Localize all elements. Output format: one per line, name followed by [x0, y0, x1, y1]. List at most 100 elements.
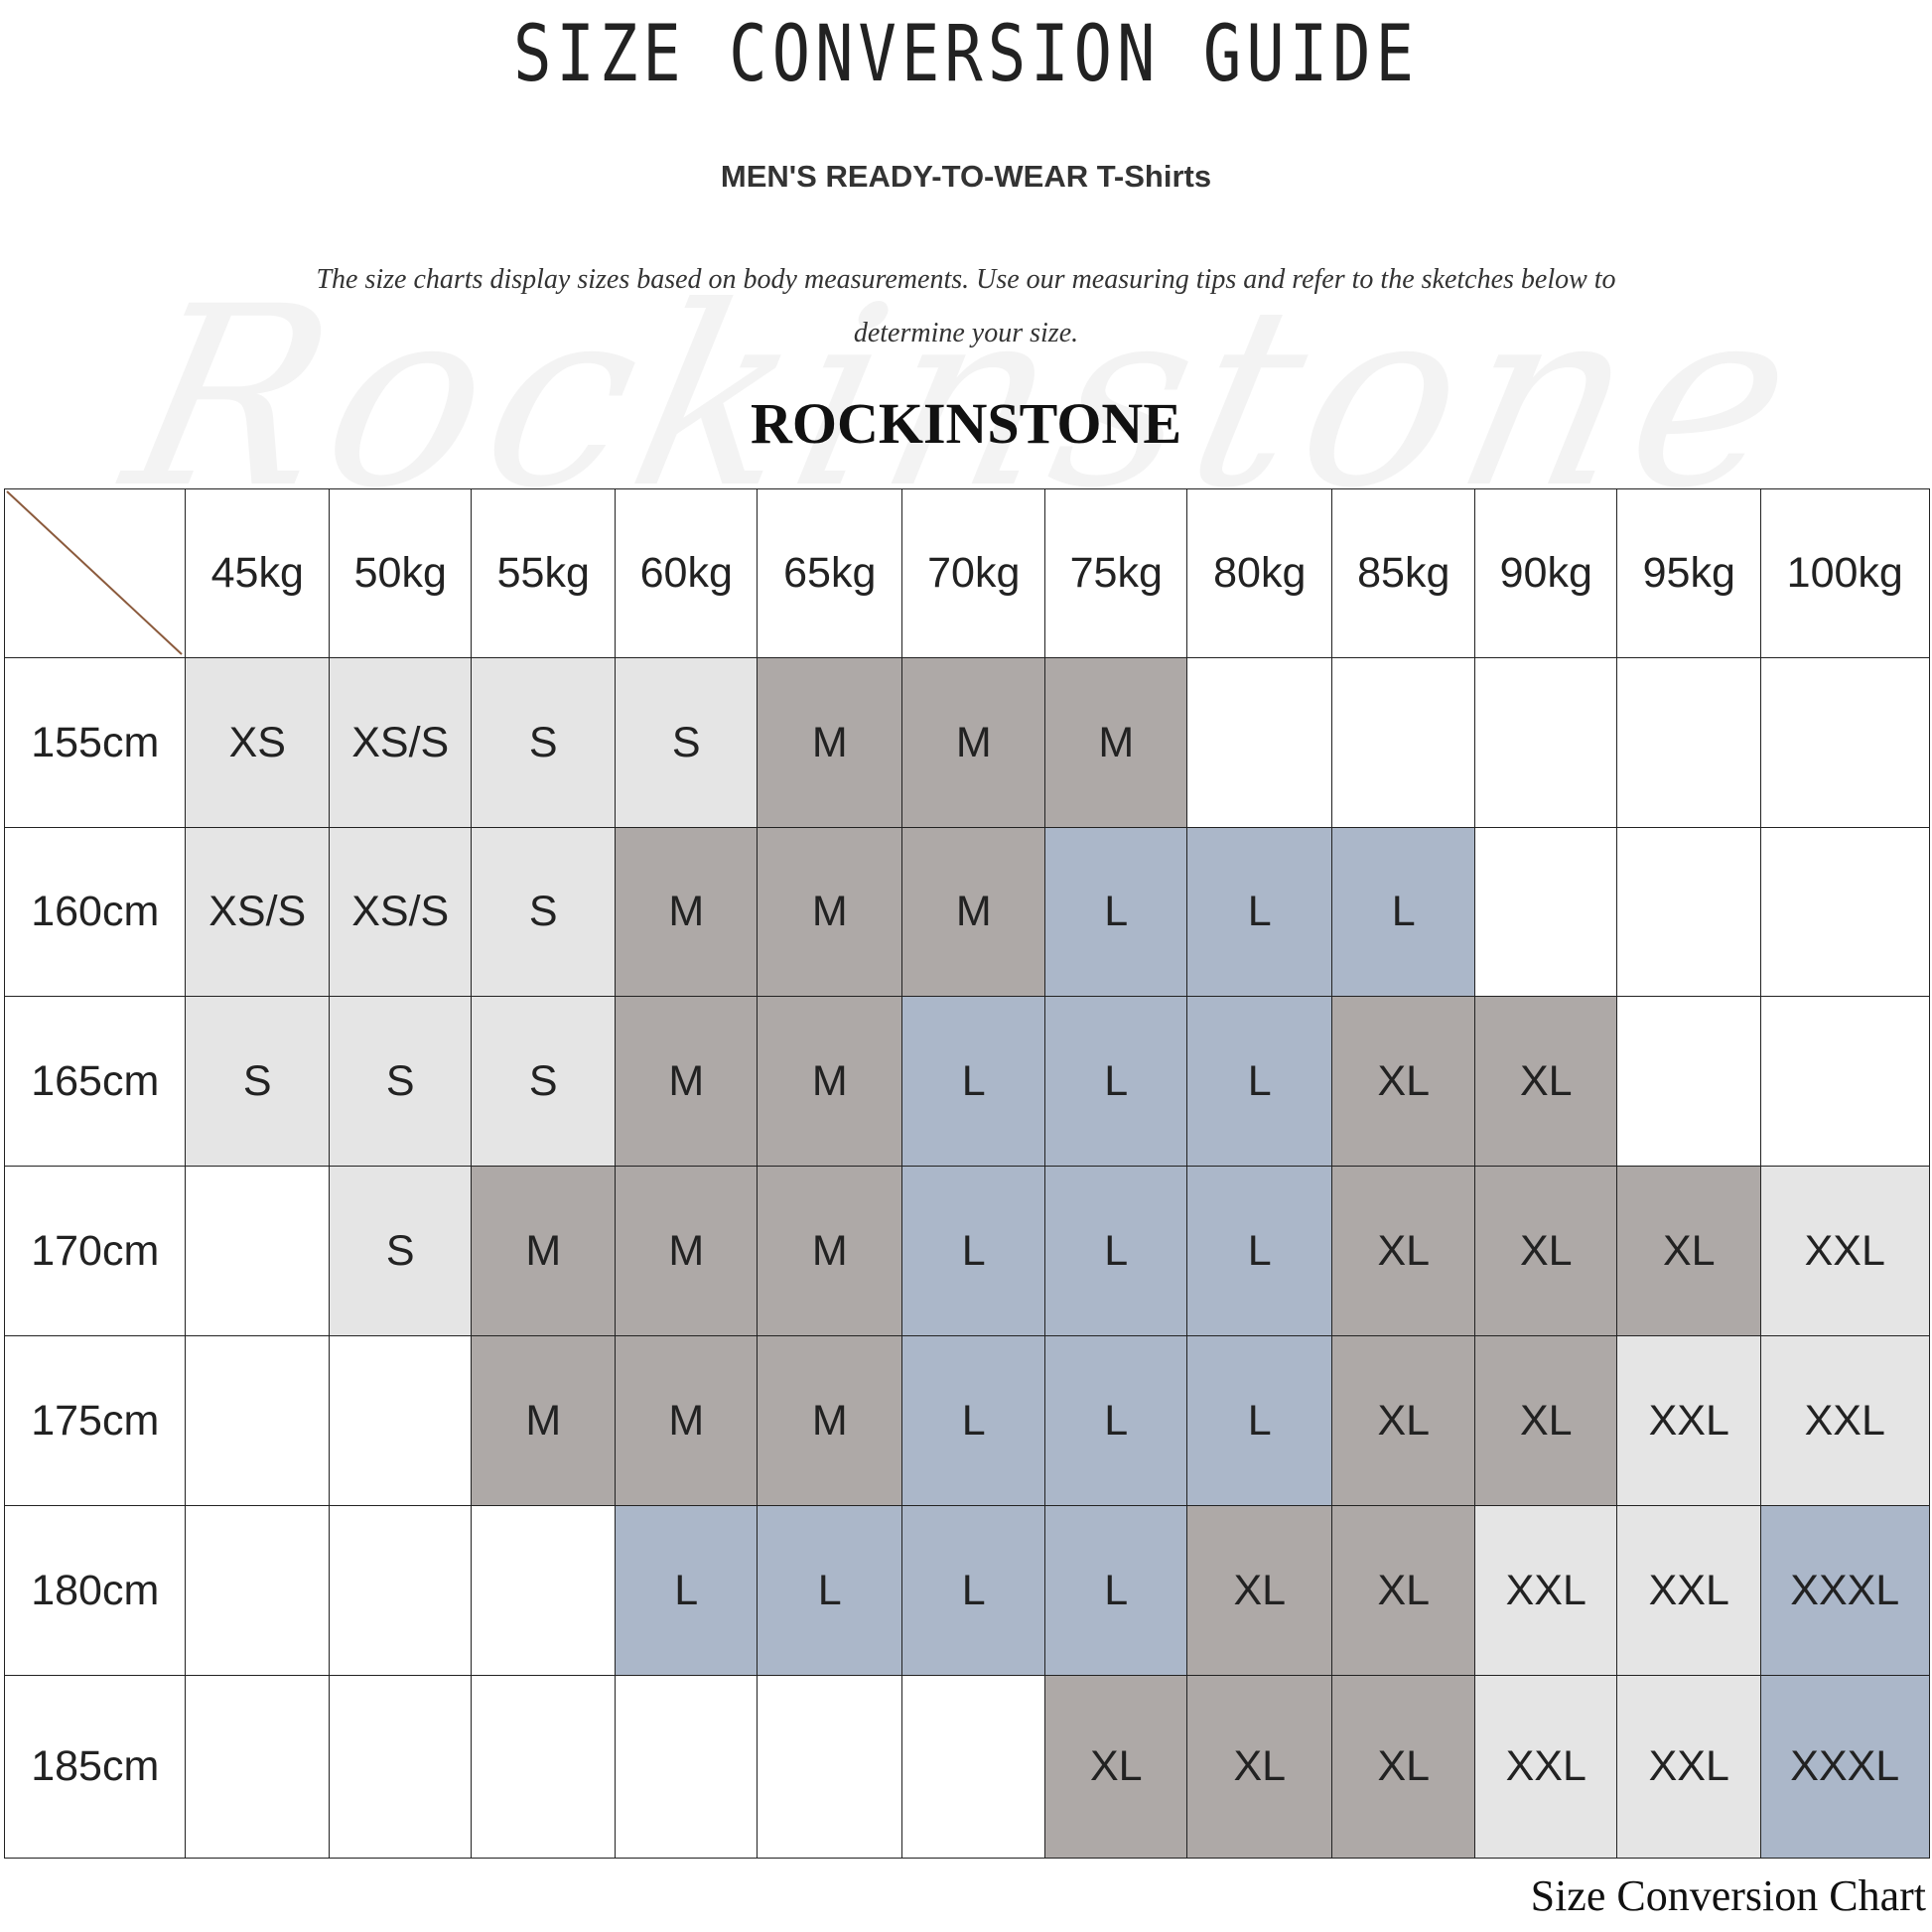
- size-cell: L: [615, 1505, 759, 1677]
- size-cell: [329, 1675, 473, 1859]
- size-cell: L: [901, 1505, 1046, 1677]
- size-cell: XL: [1044, 1675, 1188, 1859]
- size-cell: [471, 1505, 617, 1677]
- size-cell: [615, 1675, 759, 1859]
- size-cell: XXL: [1474, 1675, 1618, 1859]
- size-cell: L: [1331, 827, 1476, 998]
- page-title: SIZE CONVERSION GUIDE: [513, 10, 1419, 99]
- size-cell: S: [185, 996, 331, 1168]
- size-cell: L: [757, 1505, 903, 1677]
- size-cell: M: [471, 1166, 617, 1337]
- size-cell: [1474, 657, 1618, 829]
- size-cell: L: [901, 1166, 1046, 1337]
- size-cell: [901, 1675, 1046, 1859]
- size-cell: M: [615, 827, 759, 998]
- size-cell: M: [757, 657, 903, 829]
- size-cell: M: [471, 1335, 617, 1507]
- size-cell: L: [1186, 1166, 1333, 1337]
- size-cell: [1331, 657, 1476, 829]
- size-cell: L: [1044, 1166, 1188, 1337]
- size-cell: [1616, 827, 1762, 998]
- row-header: 180cm: [4, 1505, 187, 1677]
- size-cell: XXL: [1616, 1335, 1762, 1507]
- size-cell: XXL: [1760, 1166, 1930, 1337]
- row-header: 170cm: [4, 1166, 187, 1337]
- footer-caption: Size Conversion Chart: [1530, 1871, 1926, 1920]
- size-cell: [1760, 657, 1930, 829]
- size-cell: XL: [1331, 1675, 1476, 1859]
- size-cell: XL: [1186, 1505, 1333, 1677]
- size-cell: [185, 1675, 331, 1859]
- size-cell: M: [615, 1166, 759, 1337]
- size-cell: L: [1186, 996, 1333, 1168]
- size-cell: XL: [1331, 1505, 1476, 1677]
- column-header: 45kg: [185, 488, 331, 659]
- column-header: 80kg: [1186, 488, 1333, 659]
- size-cell: M: [901, 657, 1046, 829]
- size-cell: XL: [1474, 1166, 1618, 1337]
- row-header: 160cm: [4, 827, 187, 998]
- row-header: 155cm: [4, 657, 187, 829]
- size-cell: XL: [1331, 1166, 1476, 1337]
- size-cell: L: [1044, 1505, 1188, 1677]
- column-header: 90kg: [1474, 488, 1618, 659]
- size-cell: XXXL: [1760, 1675, 1930, 1859]
- row-header: 185cm: [4, 1675, 187, 1859]
- size-cell: XXL: [1760, 1335, 1930, 1507]
- size-cell: [1760, 996, 1930, 1168]
- size-cell: S: [329, 996, 473, 1168]
- size-cell: XL: [1331, 1335, 1476, 1507]
- size-cell: S: [471, 996, 617, 1168]
- size-cell: XS/S: [185, 827, 331, 998]
- size-cell: M: [901, 827, 1046, 998]
- diagonal-line: [6, 490, 183, 655]
- size-cell: M: [1044, 657, 1188, 829]
- size-cell: M: [615, 996, 759, 1168]
- size-cell: [1616, 996, 1762, 1168]
- size-cell: S: [329, 1166, 473, 1337]
- description: The size charts display sizes based on b…: [316, 264, 1616, 348]
- size-cell: L: [1044, 1335, 1188, 1507]
- size-cell: [1186, 657, 1333, 829]
- column-header: 65kg: [757, 488, 903, 659]
- size-cell: L: [901, 996, 1046, 1168]
- size-cell: XS/S: [329, 657, 473, 829]
- size-cell: M: [757, 1335, 903, 1507]
- column-header: 75kg: [1044, 488, 1188, 659]
- size-cell: M: [615, 1335, 759, 1507]
- size-cell: S: [615, 657, 759, 829]
- size-cell: M: [757, 996, 903, 1168]
- column-header: 85kg: [1331, 488, 1476, 659]
- size-cell: XL: [1616, 1166, 1762, 1337]
- column-header: 60kg: [615, 488, 759, 659]
- size-cell: M: [757, 1166, 903, 1337]
- size-cell: L: [1186, 1335, 1333, 1507]
- column-header: 100kg: [1760, 488, 1930, 659]
- row-header: 165cm: [4, 996, 187, 1168]
- size-cell: XXL: [1616, 1675, 1762, 1859]
- size-cell: XS: [185, 657, 331, 829]
- size-cell: XXL: [1474, 1505, 1618, 1677]
- column-header: 50kg: [329, 488, 473, 659]
- size-cell: [1474, 827, 1618, 998]
- size-cell: L: [1044, 996, 1188, 1168]
- size-cell: [185, 1335, 331, 1507]
- row-header: 175cm: [4, 1335, 187, 1507]
- size-cell: XXL: [1616, 1505, 1762, 1677]
- size-cell: XL: [1331, 996, 1476, 1168]
- column-header: 95kg: [1616, 488, 1762, 659]
- size-cell: M: [757, 827, 903, 998]
- size-cell: [1760, 827, 1930, 998]
- size-cell: L: [1044, 827, 1188, 998]
- size-cell: [329, 1335, 473, 1507]
- corner-cell: [4, 488, 187, 659]
- size-cell: [185, 1505, 331, 1677]
- size-cell: L: [901, 1335, 1046, 1507]
- brand-name: ROCKINSTONE: [750, 391, 1182, 456]
- size-cell: [471, 1675, 617, 1859]
- page-subtitle: MEN'S READY-TO-WEAR T-Shirts: [720, 159, 1212, 194]
- size-cell: [1616, 657, 1762, 829]
- size-cell: [329, 1505, 473, 1677]
- size-cell: XXXL: [1760, 1505, 1930, 1677]
- size-cell: XL: [1474, 996, 1618, 1168]
